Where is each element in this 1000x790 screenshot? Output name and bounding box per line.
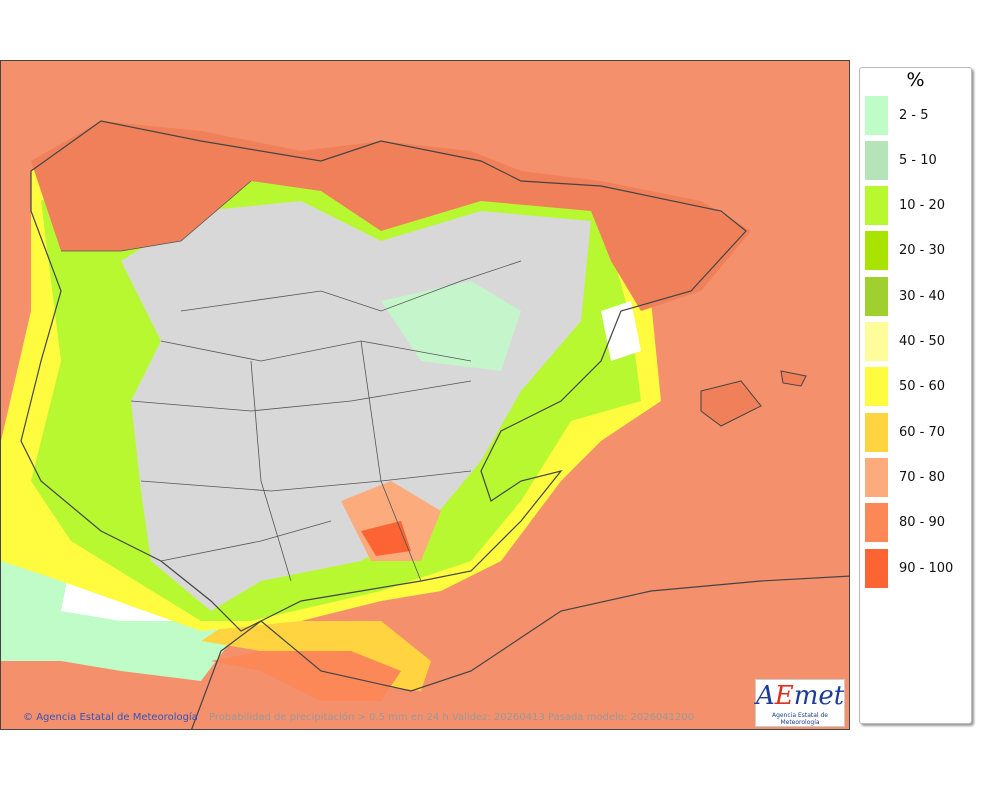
legend-swatch <box>865 503 888 543</box>
legend-label: 40 - 50 <box>899 334 946 349</box>
legend-swatch <box>865 322 888 361</box>
forecast-info: Probabilidad de precipitación > 0.5 mm e… <box>209 712 695 723</box>
legend-title: % <box>906 69 925 91</box>
legend: % 2 - 5 5 - 10 10 - 20 20 - 30 30 - 40 40 - 5… <box>859 67 972 724</box>
legend-item: 20 - 30 <box>865 231 945 271</box>
legend-item: 2 - 5 <box>865 95 929 135</box>
iberia-coastline <box>20 120 747 632</box>
north-coast-high <box>31 121 751 311</box>
legend-item: 60 - 70 <box>865 412 945 452</box>
legend-label: 5 - 10 <box>899 152 937 168</box>
legend-swatch <box>865 95 888 135</box>
valencia-white <box>601 301 641 361</box>
interior-light-green <box>381 281 521 371</box>
legend-item: 50 - 60 <box>865 367 945 407</box>
legend-swatch <box>865 457 888 497</box>
legend-item: 30 - 40 <box>865 276 945 316</box>
legend-swatch <box>865 186 888 226</box>
legend-item: 10 - 20 <box>865 186 945 226</box>
map-caption: © Agencia Estatal de Meteorología Probab… <box>23 712 694 723</box>
legend-item: 70 - 80 <box>865 457 945 497</box>
legend-swatch <box>865 548 888 588</box>
legend-swatch <box>865 276 888 316</box>
legend-label: 90 - 100 <box>899 560 954 576</box>
legend-label: 50 - 60 <box>899 379 946 395</box>
legend-swatch <box>865 367 888 407</box>
legend-item: 40 - 50 <box>865 322 945 362</box>
africa-coastline <box>191 575 849 729</box>
provincial-borders <box>61 180 522 582</box>
legend-item: 80 - 90 <box>865 503 945 543</box>
copyright-icon: © <box>23 712 33 723</box>
legend-label: 60 - 70 <box>899 424 946 440</box>
southeast-hotspot <box>341 481 441 561</box>
legend-item: 90 - 100 <box>865 548 953 588</box>
legend-item: 5 - 10 <box>865 140 937 180</box>
legend-swatch <box>865 412 888 452</box>
agency-name: Agencia Estatal de Meteorología <box>36 712 198 723</box>
map-graphic <box>1 61 849 729</box>
precipitation-probability-map[interactable]: © Agencia Estatal de Meteorología Probab… <box>0 60 850 730</box>
legend-swatch <box>865 140 888 180</box>
legend-label: 70 - 80 <box>899 469 946 485</box>
legend-swatch <box>865 231 888 271</box>
legend-label: 20 - 30 <box>899 243 946 259</box>
balearic-islands <box>700 380 762 427</box>
legend-label: 10 - 20 <box>899 198 946 214</box>
aemet-logo: AEmet Agencia Estatal de Meteorología <box>755 679 845 727</box>
legend-label: 30 - 40 <box>899 288 946 304</box>
legend-label: 80 - 90 <box>899 515 946 531</box>
legend-label: 2 - 5 <box>899 107 929 123</box>
